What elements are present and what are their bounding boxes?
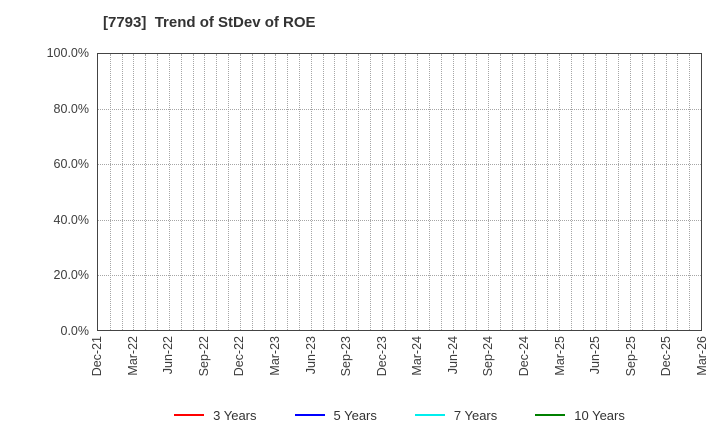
vertical-gridline	[677, 54, 679, 330]
x-axis-tick-label: Dec-25	[659, 336, 674, 377]
vertical-gridline	[263, 54, 265, 330]
vertical-gridline	[429, 54, 431, 330]
vertical-gridline	[535, 54, 537, 330]
vertical-gridline	[393, 54, 395, 330]
vertical-gridline	[559, 54, 561, 330]
vertical-gridline	[275, 54, 277, 330]
vertical-gridline	[511, 54, 513, 330]
vertical-gridline	[358, 54, 360, 330]
vertical-gridline	[168, 54, 170, 330]
vertical-gridline	[157, 54, 159, 330]
y-axis-tick-label: 20.0%	[53, 268, 89, 283]
x-axis-tick-label: Dec-22	[232, 336, 247, 377]
vertical-gridline	[464, 54, 466, 330]
x-axis-tick-label: Jun-22	[161, 336, 176, 375]
x-axis-tick-label: Sep-22	[196, 336, 211, 377]
legend-label: 7 Years	[453, 407, 498, 423]
vertical-gridline	[180, 54, 182, 330]
vertical-gridline	[452, 54, 454, 330]
y-axis-tick-label: 80.0%	[53, 101, 89, 116]
legend-label: 10 Years	[574, 407, 625, 423]
vertical-gridline	[689, 54, 691, 330]
vertical-gridline	[488, 54, 490, 330]
x-axis-tick-label: Mar-25	[552, 336, 567, 376]
horizontal-gridline	[98, 109, 701, 111]
x-axis-tick-label: Mar-23	[267, 336, 282, 376]
vertical-gridline	[582, 54, 584, 330]
vertical-gridline	[547, 54, 549, 330]
x-axis-tick-label: Dec-24	[517, 336, 532, 377]
vertical-gridline	[405, 54, 407, 330]
vertical-gridline	[216, 54, 218, 330]
y-axis-tick-label: 60.0%	[53, 157, 89, 172]
vertical-gridline	[334, 54, 336, 330]
vertical-gridline	[109, 54, 111, 330]
vertical-gridline	[500, 54, 501, 330]
legend-label: 3 Years	[213, 407, 257, 423]
x-axis-tick-label: Sep-23	[339, 336, 354, 377]
vertical-gridline	[192, 54, 194, 330]
legend-line-swatch	[294, 414, 325, 416]
vertical-gridline	[251, 54, 253, 330]
legend: 3 Years 5 Years 7 Years 10 Years	[97, 403, 702, 427]
vertical-gridline	[594, 54, 596, 330]
x-axis-tick-label: Jun-23	[303, 336, 318, 375]
vertical-gridline	[310, 54, 312, 330]
vertical-gridline	[630, 54, 632, 330]
legend-item-5-years: 5 Years	[294, 407, 377, 423]
legend-line-swatch	[414, 414, 445, 416]
x-axis-tick-label: Sep-24	[481, 336, 496, 377]
x-axis-tick-label: Sep-25	[623, 336, 638, 377]
legend-line-swatch	[174, 414, 205, 416]
x-axis-tick-label: Dec-21	[90, 336, 104, 377]
y-axis-tick-label: 40.0%	[53, 212, 89, 227]
vertical-gridline	[381, 54, 383, 330]
vertical-gridline	[653, 54, 655, 330]
vertical-gridline	[417, 54, 419, 330]
vertical-gridline	[570, 54, 572, 330]
chart-title: [7793] Trend of StDev of ROE	[103, 14, 316, 31]
vertical-gridline	[369, 54, 371, 330]
horizontal-gridline	[98, 274, 701, 276]
vertical-gridline	[476, 54, 478, 330]
y-axis-tick-label: 100.0%	[46, 46, 89, 60]
vertical-gridline	[618, 54, 620, 330]
x-axis-tick-label: Mar-24	[410, 336, 425, 376]
vertical-gridline	[665, 54, 667, 330]
vertical-gridline	[204, 54, 206, 330]
horizontal-gridline	[98, 219, 701, 221]
vertical-gridline	[322, 54, 324, 330]
legend-item-7-years: 7 Years	[414, 407, 498, 423]
legend-item-3-years: 3 Years	[174, 407, 257, 423]
vertical-gridline	[121, 54, 123, 330]
vertical-gridline	[228, 54, 230, 330]
vertical-gridline	[239, 54, 241, 330]
x-axis-tick-label: Dec-23	[374, 336, 389, 377]
legend-line-swatch	[535, 414, 566, 416]
x-axis-tick-label: Jun-25	[588, 336, 603, 375]
legend-label: 5 Years	[333, 407, 377, 423]
vertical-gridline	[523, 54, 525, 330]
vertical-gridline	[606, 54, 608, 330]
vertical-gridline	[145, 54, 147, 330]
horizontal-gridline	[98, 164, 701, 166]
vertical-gridline	[287, 54, 289, 330]
x-axis-tick-label: Mar-22	[125, 336, 140, 376]
vertical-gridline	[299, 54, 300, 330]
legend-item-10-years: 10 Years	[535, 408, 625, 423]
x-axis-tick-label: Mar-26	[695, 336, 709, 376]
vertical-gridline	[641, 54, 643, 330]
x-axis-tick-label: Jun-24	[445, 336, 460, 375]
vertical-gridline	[440, 54, 442, 330]
y-axis-tick-label: 0.0%	[60, 324, 90, 338]
vertical-gridline	[346, 54, 348, 330]
vertical-gridline	[133, 54, 135, 330]
plot-area	[97, 53, 702, 331]
